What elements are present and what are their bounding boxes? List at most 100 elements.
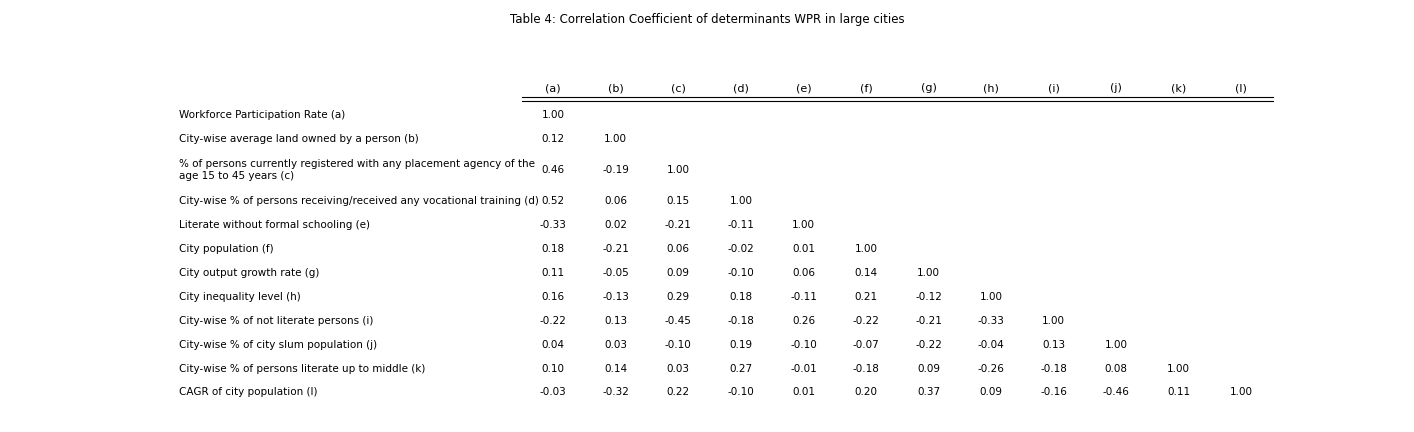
Text: 0.20: 0.20 — [854, 388, 878, 397]
Text: 0.09: 0.09 — [667, 268, 690, 278]
Text: Table 4: Correlation Coefficient of determinants WPR in large cities: Table 4: Correlation Coefficient of dete… — [509, 13, 905, 26]
Text: (g): (g) — [921, 83, 936, 93]
Text: 0.04: 0.04 — [542, 340, 564, 349]
Text: (e): (e) — [796, 83, 812, 93]
Text: -0.10: -0.10 — [665, 340, 691, 349]
Text: (j): (j) — [1110, 83, 1123, 93]
Text: % of persons currently registered with any placement agency of the
age 15 to 45 : % of persons currently registered with a… — [180, 159, 534, 181]
Text: 0.18: 0.18 — [542, 244, 564, 254]
Text: 1.00: 1.00 — [667, 165, 690, 175]
Text: City-wise % of persons literate up to middle (k): City-wise % of persons literate up to mi… — [180, 363, 426, 374]
Text: -0.16: -0.16 — [1041, 388, 1068, 397]
Text: -0.21: -0.21 — [665, 220, 691, 230]
Text: 0.27: 0.27 — [730, 363, 752, 374]
Text: City-wise % of not literate persons (i): City-wise % of not literate persons (i) — [180, 316, 373, 326]
Text: 0.02: 0.02 — [604, 220, 628, 230]
Text: -0.21: -0.21 — [602, 244, 629, 254]
Text: 1.00: 1.00 — [1104, 340, 1128, 349]
Text: 0.09: 0.09 — [980, 388, 1003, 397]
Text: 0.11: 0.11 — [1167, 388, 1191, 397]
Text: 0.03: 0.03 — [667, 363, 690, 374]
Text: -0.02: -0.02 — [728, 244, 754, 254]
Text: City inequality level (h): City inequality level (h) — [180, 292, 301, 302]
Text: 0.08: 0.08 — [1104, 363, 1128, 374]
Text: 0.14: 0.14 — [854, 268, 878, 278]
Text: -0.19: -0.19 — [602, 165, 629, 175]
Text: -0.45: -0.45 — [665, 316, 691, 326]
Text: -0.32: -0.32 — [602, 388, 629, 397]
Text: -0.04: -0.04 — [977, 340, 1004, 349]
Text: -0.18: -0.18 — [853, 363, 880, 374]
Text: 0.26: 0.26 — [792, 316, 814, 326]
Text: 0.10: 0.10 — [542, 363, 564, 374]
Text: 0.19: 0.19 — [730, 340, 752, 349]
Text: 0.03: 0.03 — [604, 340, 628, 349]
Text: -0.22: -0.22 — [540, 316, 567, 326]
Text: 1.00: 1.00 — [604, 133, 628, 144]
Text: -0.12: -0.12 — [915, 292, 942, 302]
Text: 0.22: 0.22 — [667, 388, 690, 397]
Text: 1.00: 1.00 — [980, 292, 1003, 302]
Text: 0.15: 0.15 — [667, 196, 690, 206]
Text: -0.33: -0.33 — [540, 220, 567, 230]
Text: 1.00: 1.00 — [1230, 388, 1253, 397]
Text: CAGR of city population (l): CAGR of city population (l) — [180, 388, 317, 397]
Text: City-wise % of city slum population (j): City-wise % of city slum population (j) — [180, 340, 378, 349]
Text: -0.03: -0.03 — [540, 388, 567, 397]
Text: 1.00: 1.00 — [792, 220, 814, 230]
Text: -0.18: -0.18 — [727, 316, 754, 326]
Text: 0.13: 0.13 — [1042, 340, 1065, 349]
Text: -0.26: -0.26 — [977, 363, 1004, 374]
Text: City-wise average land owned by a person (b): City-wise average land owned by a person… — [180, 133, 419, 144]
Text: -0.10: -0.10 — [790, 340, 817, 349]
Text: 1.00: 1.00 — [542, 110, 564, 120]
Text: -0.10: -0.10 — [728, 388, 754, 397]
Text: -0.01: -0.01 — [790, 363, 817, 374]
Text: 0.06: 0.06 — [792, 268, 814, 278]
Text: 0.21: 0.21 — [854, 292, 878, 302]
Text: -0.10: -0.10 — [728, 268, 754, 278]
Text: 0.12: 0.12 — [542, 133, 564, 144]
Text: -0.46: -0.46 — [1103, 388, 1130, 397]
Text: 0.16: 0.16 — [542, 292, 564, 302]
Text: City output growth rate (g): City output growth rate (g) — [180, 268, 320, 278]
Text: (a): (a) — [546, 83, 561, 93]
Text: 0.37: 0.37 — [918, 388, 940, 397]
Text: (k): (k) — [1171, 83, 1186, 93]
Text: 1.00: 1.00 — [1168, 363, 1191, 374]
Text: 0.13: 0.13 — [604, 316, 628, 326]
Text: (b): (b) — [608, 83, 624, 93]
Text: Literate without formal schooling (e): Literate without formal schooling (e) — [180, 220, 370, 230]
Text: City population (f): City population (f) — [180, 244, 273, 254]
Text: (i): (i) — [1048, 83, 1059, 93]
Text: 1.00: 1.00 — [918, 268, 940, 278]
Text: (d): (d) — [732, 83, 749, 93]
Text: 0.14: 0.14 — [604, 363, 628, 374]
Text: 1.00: 1.00 — [854, 244, 878, 254]
Text: -0.18: -0.18 — [1041, 363, 1068, 374]
Text: -0.22: -0.22 — [915, 340, 942, 349]
Text: -0.11: -0.11 — [727, 220, 754, 230]
Text: 0.09: 0.09 — [918, 363, 940, 374]
Text: 0.06: 0.06 — [667, 244, 690, 254]
Text: 0.06: 0.06 — [604, 196, 628, 206]
Text: -0.33: -0.33 — [977, 316, 1004, 326]
Text: 0.29: 0.29 — [667, 292, 690, 302]
Text: -0.07: -0.07 — [853, 340, 880, 349]
Text: (h): (h) — [983, 83, 1000, 93]
Text: City-wise % of persons receiving/received any vocational training (d): City-wise % of persons receiving/receive… — [180, 196, 539, 206]
Text: 0.52: 0.52 — [542, 196, 564, 206]
Text: 0.01: 0.01 — [792, 244, 814, 254]
Text: 0.11: 0.11 — [542, 268, 564, 278]
Text: 1.00: 1.00 — [1042, 316, 1065, 326]
Text: (c): (c) — [670, 83, 686, 93]
Text: -0.05: -0.05 — [602, 268, 629, 278]
Text: (f): (f) — [860, 83, 872, 93]
Text: -0.22: -0.22 — [853, 316, 880, 326]
Text: 0.46: 0.46 — [542, 165, 564, 175]
Text: -0.11: -0.11 — [790, 292, 817, 302]
Text: -0.13: -0.13 — [602, 292, 629, 302]
Text: (l): (l) — [1236, 83, 1247, 93]
Text: Workforce Participation Rate (a): Workforce Participation Rate (a) — [180, 110, 345, 120]
Text: -0.21: -0.21 — [915, 316, 942, 326]
